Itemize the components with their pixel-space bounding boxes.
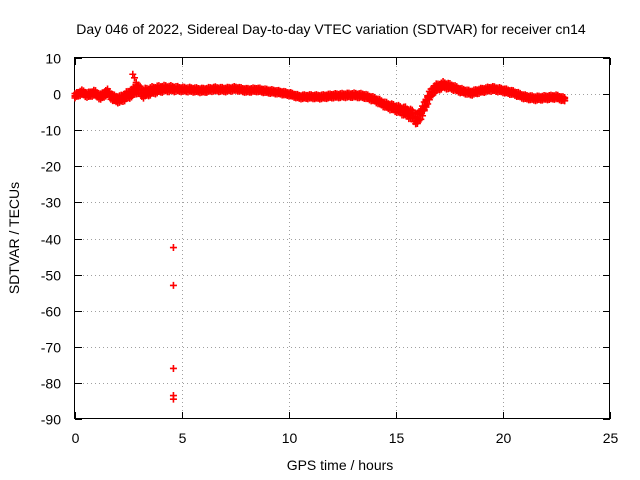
y-tick-label: -80 — [41, 376, 61, 392]
data-point — [134, 81, 142, 89]
y-tick-label: -10 — [41, 123, 61, 139]
y-tick-label: -60 — [41, 304, 61, 320]
y-tick-label: -20 — [41, 159, 61, 175]
y-axis-label: SDTVAR / TECUs — [6, 182, 22, 294]
plot-frame — [74, 57, 610, 419]
y-tick-label: -50 — [41, 268, 61, 284]
x-tick-label: 20 — [496, 430, 512, 446]
outlier-point — [169, 395, 177, 403]
x-tick-label: 5 — [179, 430, 187, 446]
outlier-point — [169, 281, 177, 289]
outlier-point — [169, 364, 177, 372]
outlier-point — [169, 244, 177, 252]
data-series — [71, 70, 569, 403]
y-tick-label: -70 — [41, 340, 61, 356]
x-tick-label: 25 — [603, 430, 619, 446]
y-tick-label: 10 — [45, 51, 61, 67]
axis-ticks: 10 0 -10 -20 -30 -40 -50 -60 -70 -80 -90 0 5 10 15 20 25 — [41, 51, 619, 447]
grid — [75, 58, 610, 419]
y-tick-label: -40 — [41, 232, 61, 248]
chart-title: Day 046 of 2022, Sidereal Day-to-day VTE… — [76, 21, 586, 37]
x-tick-label: 0 — [72, 430, 80, 446]
x-tick-label: 10 — [282, 430, 298, 446]
y-tick-label: 0 — [53, 87, 61, 103]
x-axis-label: GPS time / hours — [287, 457, 394, 473]
y-tick-label: -30 — [41, 195, 61, 211]
x-tick-label: 15 — [389, 430, 405, 446]
data-point — [130, 74, 138, 82]
data-point — [129, 70, 137, 78]
y-tick-label: -90 — [41, 412, 61, 428]
data-point — [561, 94, 569, 102]
